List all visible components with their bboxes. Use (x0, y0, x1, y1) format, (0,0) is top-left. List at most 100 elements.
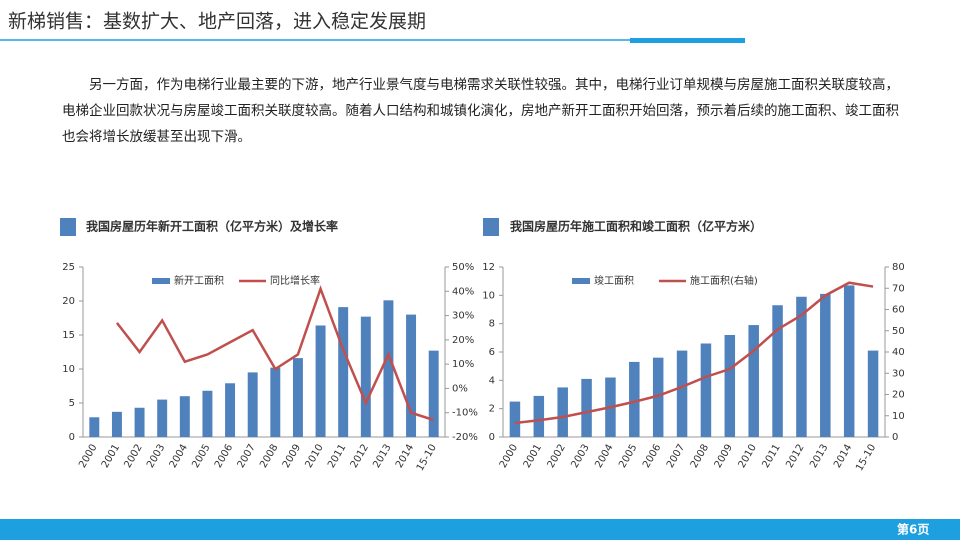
y-tick-label: 0 (489, 432, 495, 443)
bar (629, 361, 640, 437)
y2-tick-label: 80 (892, 262, 905, 273)
y-tick-label: 4 (489, 375, 495, 386)
chart-title: 我国房屋历年施工面积和竣工面积（亿平方米） (510, 219, 762, 234)
y2-tick-label: 10 (892, 411, 905, 422)
x-tick-label: 2002 (546, 443, 568, 471)
x-tick-label: 2001 (100, 443, 122, 471)
bar (225, 383, 236, 437)
bar (111, 411, 122, 437)
legend-swatch (152, 278, 170, 284)
x-tick-label: 15-10 (854, 443, 878, 474)
bar (700, 343, 712, 437)
y-tick-label: 15 (62, 330, 75, 341)
y-tick-label: 10 (482, 290, 495, 301)
y2-tick-label: 60 (892, 305, 905, 316)
bar (652, 357, 664, 437)
x-tick-label: 2008 (689, 443, 711, 471)
bar (748, 325, 759, 437)
y2-tick-label: 40% (452, 286, 474, 297)
y2-tick-label: 40 (892, 347, 905, 358)
x-tick-label: 2011 (326, 443, 348, 471)
x-tick-label: 15-10 (415, 443, 439, 474)
y-tick-label: 10 (62, 364, 75, 375)
legend-label: 新开工面积 (174, 274, 224, 287)
bar (533, 395, 545, 437)
line (115, 285, 435, 422)
page-number: 第6页 (897, 522, 929, 537)
y-tick-label: 12 (482, 262, 495, 273)
legend-label: 施工面积(右轴) (690, 274, 758, 287)
x-tick-label: 2012 (784, 443, 806, 471)
y-tick-label: 8 (489, 319, 495, 330)
y2-tick-label: -20% (452, 432, 478, 443)
y-tick-label: 0 (69, 432, 75, 443)
y2-tick-label: 70 (892, 283, 905, 294)
x-tick-label: 2014 (832, 443, 854, 471)
bar (557, 387, 568, 437)
x-tick-label: 2000 (498, 443, 520, 471)
title-icon (483, 218, 499, 236)
y-tick-label: 5 (69, 398, 75, 409)
bar (581, 378, 592, 437)
y2-tick-label: 0% (452, 383, 468, 394)
x-tick-label: 2004 (593, 443, 615, 471)
y2-tick-label: 20% (452, 335, 474, 346)
paragraph: 另一方面，作为电梯行业最主要的下游，地产行业景气度与电梯需求关联性较强。其中，电… (62, 77, 899, 145)
y-tick-label: 20 (62, 296, 75, 307)
y-tick-label: 6 (489, 347, 495, 358)
x-tick-label: 2013 (808, 443, 830, 471)
y2-tick-label: 20 (892, 390, 905, 401)
x-tick-label: 2006 (641, 443, 663, 471)
x-tick-label: 2003 (570, 443, 592, 471)
x-tick-label: 2014 (394, 443, 416, 471)
x-tick-label: 2001 (522, 443, 544, 471)
x-tick-label: 2009 (713, 443, 735, 471)
x-tick-label: 2009 (281, 443, 303, 471)
bar (179, 396, 190, 437)
bar (247, 372, 258, 437)
line (514, 281, 874, 425)
x-tick-label: 2007 (665, 443, 687, 471)
bar (509, 401, 521, 437)
bar (772, 305, 783, 437)
y2-tick-label: 30 (892, 368, 905, 379)
x-tick-label: 2010 (737, 443, 759, 471)
y2-tick-label: -10% (452, 408, 478, 419)
chart-title: 我国房屋历年新开工面积（亿平方米）及增长率 (86, 219, 338, 234)
title-icon (60, 218, 76, 236)
bar (134, 407, 145, 437)
bar (202, 390, 213, 437)
x-tick-label: 2012 (349, 443, 371, 471)
y2-tick-label: 50% (452, 262, 474, 273)
x-tick-label: 2000 (77, 443, 99, 471)
x-tick-label: 2005 (190, 443, 212, 471)
bar (315, 325, 326, 437)
legend-label: 竣工面积 (594, 274, 634, 287)
bar (724, 335, 736, 437)
x-tick-label: 2010 (304, 443, 326, 471)
x-tick-label: 2003 (145, 443, 167, 471)
bar (796, 296, 807, 437)
y2-tick-label: 0 (892, 432, 898, 443)
y2-tick-label: 30% (452, 311, 474, 322)
x-tick-label: 2006 (213, 443, 235, 471)
x-tick-label: 2004 (168, 443, 190, 471)
bar (406, 314, 417, 437)
footer-bar (0, 519, 960, 540)
bar (820, 293, 831, 437)
x-tick-label: 2005 (617, 443, 639, 471)
y-tick-label: 25 (62, 262, 75, 273)
bar (270, 367, 281, 437)
title-accent (630, 38, 745, 43)
y2-tick-label: 10% (452, 359, 474, 370)
legend-swatch (572, 278, 590, 284)
bar (676, 350, 688, 437)
y2-tick-label: 50 (892, 326, 905, 337)
x-tick-label: 2013 (371, 443, 393, 471)
legend-label: 同比增长率 (270, 274, 320, 287)
bar (89, 417, 100, 437)
x-tick-label: 2007 (236, 443, 258, 471)
slide-title: 新梯销售：基数扩大、地产回落，进入稳定发展期 (8, 11, 426, 33)
x-tick-label: 2011 (761, 443, 783, 471)
